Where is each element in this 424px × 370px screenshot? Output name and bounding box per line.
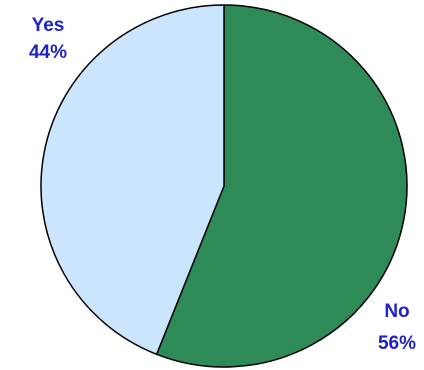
- pie-slice-no: [155, 4, 408, 368]
- label-yes-value: 44%: [29, 42, 67, 63]
- pie-slices: [40, 4, 408, 368]
- pie-slice-yes: [40, 4, 225, 356]
- label-no-value: 56%: [378, 333, 416, 354]
- label-no-name: No: [384, 301, 409, 322]
- label-yes-name: Yes: [32, 15, 65, 36]
